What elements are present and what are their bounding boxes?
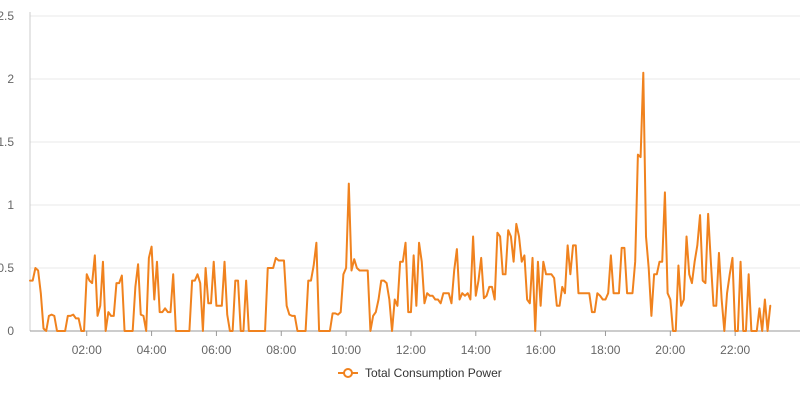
legend-item[interactable]: Total Consumption Power	[338, 366, 502, 380]
series-line[interactable]	[29, 71, 772, 332]
y-tick-label: 2.5	[0, 9, 14, 23]
grid-lines	[30, 15, 800, 269]
x-tick-label: 12:00	[396, 343, 426, 357]
y-tick-label: 0.5	[0, 261, 14, 275]
legend[interactable]: Total Consumption Power	[338, 366, 502, 380]
y-tick-label: 0	[7, 324, 14, 338]
x-tick-label: 08:00	[266, 343, 296, 357]
legend-label: Total Consumption Power	[365, 366, 502, 380]
x-tick-label: 06:00	[201, 343, 231, 357]
series-group	[29, 71, 772, 332]
x-tick-label: 14:00	[461, 343, 491, 357]
x-tick-label: 18:00	[590, 343, 620, 357]
x-tick-label: 10:00	[331, 343, 361, 357]
x-tick-label: 16:00	[526, 343, 556, 357]
y-tick-label: 1.5	[0, 135, 14, 149]
x-tick-label: 04:00	[137, 343, 167, 357]
x-tick-label: 20:00	[655, 343, 685, 357]
y-axis-labels: 0 0.5 1 1.5 2 2.5	[0, 9, 14, 338]
x-tick-label: 22:00	[720, 343, 750, 357]
y-tick-label: 2	[7, 72, 14, 86]
y-tick-label: 1	[7, 198, 14, 212]
legend-marker-icon	[343, 368, 353, 378]
x-tick-label: 02:00	[72, 343, 102, 357]
x-axis: 02:00 04:00 06:00 08:00 10:00 12:00 14:00 16:00…	[29, 12, 800, 357]
